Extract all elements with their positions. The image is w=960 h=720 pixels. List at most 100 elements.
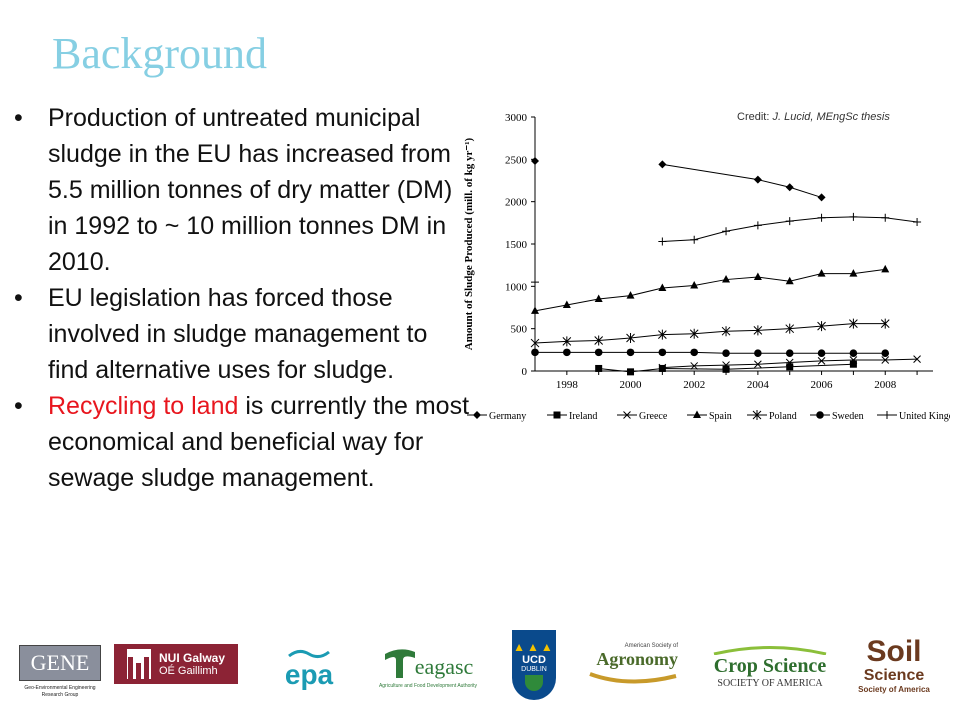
epa-logo: epa bbox=[274, 640, 344, 696]
series-line bbox=[535, 351, 886, 354]
bullet-text: is currently the most economical and ben… bbox=[48, 392, 470, 492]
agronomy-logo-text: Agronomy bbox=[596, 648, 678, 669]
series-greece bbox=[658, 355, 921, 372]
bullet-legislation: • EU legislation has forced those involv… bbox=[14, 280, 474, 388]
bullet-production: • Production of untreated municipal slud… bbox=[14, 100, 474, 280]
crest-tower-icon bbox=[128, 657, 134, 679]
crest-tower-icon bbox=[136, 663, 142, 679]
data-point bbox=[626, 291, 635, 299]
crop-science-logo: Crop Science SOCIETY OF AMERICA bbox=[700, 640, 840, 694]
data-point bbox=[531, 348, 539, 357]
data-point bbox=[849, 349, 858, 358]
bullet-dot: • bbox=[14, 392, 23, 420]
series-line bbox=[662, 163, 822, 198]
legend-label: Ireland bbox=[569, 411, 597, 422]
series-ireland bbox=[595, 360, 857, 376]
teagasc-logo: eagasc Agriculture and Food Development … bbox=[372, 636, 484, 698]
data-point bbox=[722, 361, 730, 369]
data-point bbox=[553, 411, 561, 419]
sludge-line-chart: 0 500 1000 1500 2000 2500 3000 1998 2000 2002 2004… bbox=[463, 112, 950, 422]
gene-logo-caption: Geo-Environmental Engineering Research G… bbox=[24, 685, 96, 698]
data-point bbox=[594, 294, 603, 303]
data-point bbox=[562, 300, 571, 308]
series-line bbox=[534, 323, 886, 344]
agronomy-swoosh-icon bbox=[589, 671, 677, 683]
data-point bbox=[690, 280, 699, 289]
data-point bbox=[595, 364, 603, 372]
data-point bbox=[786, 363, 794, 371]
series-united-kingdom bbox=[531, 212, 922, 287]
bullet-text: EU legislation has forced those involved… bbox=[48, 284, 428, 384]
legend-label: Sweden bbox=[832, 411, 864, 422]
series-line bbox=[598, 363, 854, 373]
data-point bbox=[881, 349, 890, 358]
data-point bbox=[849, 212, 858, 221]
data-point bbox=[722, 349, 730, 358]
epa-logo-text: epa bbox=[284, 659, 334, 690]
y-tick-label: 0 bbox=[522, 366, 528, 378]
legend-label: Germany bbox=[489, 411, 526, 422]
series-germany bbox=[531, 157, 826, 202]
y-tick-label: 2000 bbox=[505, 197, 528, 209]
teagasc-logo-caption: Agriculture and Food Development Authori… bbox=[378, 682, 478, 689]
gene-logo: GENE Geo-Environmental Engineering Resea… bbox=[18, 640, 102, 704]
bullet-text: Production of untreated municipal sludge… bbox=[48, 104, 453, 276]
data-point bbox=[881, 356, 890, 364]
crop-science-arc-icon bbox=[713, 646, 827, 655]
data-point bbox=[849, 269, 858, 277]
data-point bbox=[785, 217, 794, 226]
data-point bbox=[693, 410, 701, 418]
gene-logo-mark: GENE bbox=[19, 645, 101, 681]
data-point bbox=[849, 356, 858, 364]
data-point bbox=[722, 365, 730, 373]
bullet-list: • Production of untreated municipal slud… bbox=[14, 100, 474, 496]
data-point bbox=[817, 269, 826, 277]
x-tick-label: 2002 bbox=[683, 379, 705, 391]
data-point bbox=[721, 326, 731, 337]
credit-prefix: Credit: bbox=[737, 111, 773, 123]
data-point bbox=[531, 278, 539, 287]
data-point bbox=[753, 325, 763, 336]
chart-legend: Germany Ireland Greece Spain Poland Sweden Uni… bbox=[467, 410, 950, 422]
x-tick-label: 1998 bbox=[556, 379, 579, 391]
crop-science-logo-text: Crop Science bbox=[713, 655, 827, 677]
data-point bbox=[849, 360, 857, 368]
data-point bbox=[690, 348, 698, 357]
data-point bbox=[817, 193, 826, 202]
data-point bbox=[753, 272, 762, 281]
soil-logo-caption: Society of America bbox=[858, 684, 930, 694]
crest-tower-icon bbox=[144, 657, 150, 679]
data-point bbox=[816, 411, 824, 419]
data-point bbox=[785, 323, 795, 334]
bullet-dot: • bbox=[14, 104, 23, 132]
legend-label: Greece bbox=[639, 411, 668, 422]
teagasc-t-icon bbox=[384, 648, 415, 678]
y-tick-label: 500 bbox=[511, 324, 528, 336]
data-point bbox=[881, 213, 890, 222]
series-poland bbox=[530, 318, 890, 349]
data-point bbox=[753, 221, 762, 230]
data-point bbox=[626, 348, 635, 357]
epa-wave-icon bbox=[288, 649, 330, 659]
soil-logo-text: Soil bbox=[866, 634, 922, 668]
data-point bbox=[753, 175, 762, 184]
ucd-logo-subtext: DUBLIN bbox=[521, 665, 547, 673]
ucd-harp-icon bbox=[525, 674, 543, 691]
y-tick-label: 1500 bbox=[505, 239, 528, 251]
ucd-crest-icon: ▲▲▲ bbox=[513, 639, 555, 654]
teagasc-logo-text: eagasc bbox=[414, 653, 474, 679]
data-point bbox=[785, 358, 794, 367]
data-point bbox=[473, 411, 481, 419]
slide-title: Background bbox=[52, 29, 268, 78]
y-tick-label: 3000 bbox=[505, 112, 528, 124]
data-point bbox=[817, 356, 826, 365]
data-point bbox=[785, 349, 794, 358]
gene-logo-text: GENE bbox=[30, 650, 90, 675]
legend-label: Spain bbox=[709, 411, 732, 422]
bullet-dot: • bbox=[14, 284, 23, 312]
credit-text: J. Lucid, MEngSc thesis bbox=[772, 111, 890, 123]
y-tick-label: 2500 bbox=[505, 154, 528, 166]
data-point bbox=[658, 283, 667, 292]
nui-logo-subtext: OÉ Gaillimh bbox=[158, 665, 218, 677]
data-point bbox=[658, 160, 667, 169]
